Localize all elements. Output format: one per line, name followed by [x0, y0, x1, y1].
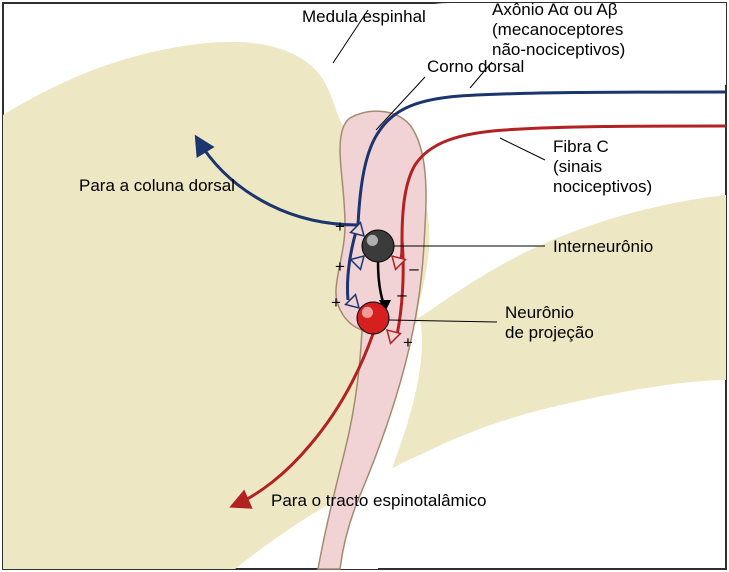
label-proj-2: de projeção: [505, 323, 594, 342]
label-fibra-2: (sinais: [553, 157, 602, 176]
label-tracto: Para o tracto espinotalâmico: [271, 491, 486, 510]
sign-proj-plus-right: +: [403, 333, 413, 352]
label-inter: Interneurônio: [553, 237, 653, 256]
label-axonio-2: (mecanoceptores: [492, 20, 623, 39]
projection-soma: [357, 302, 389, 334]
label-axonio-1: Axônio Aα ou Aβ: [492, 0, 618, 19]
sign-inter-plus-bot: +: [335, 257, 345, 276]
label-coluna: Para a coluna dorsal: [79, 176, 235, 195]
label-medula: Medula espinhal: [302, 7, 426, 26]
sign-proj-minus: –: [397, 285, 407, 304]
label-corno: Corno dorsal: [427, 57, 524, 76]
interneuron-soma: [362, 230, 394, 262]
sign-proj-plus-left: +: [331, 293, 341, 312]
sign-inter-minus: –: [409, 259, 419, 278]
label-proj-1: Neurônio: [505, 303, 574, 322]
sign-inter-plus-top: +: [335, 217, 345, 236]
label-fibra-3: nociceptivos): [553, 177, 652, 196]
label-fibra-1: Fibra C: [553, 137, 609, 156]
